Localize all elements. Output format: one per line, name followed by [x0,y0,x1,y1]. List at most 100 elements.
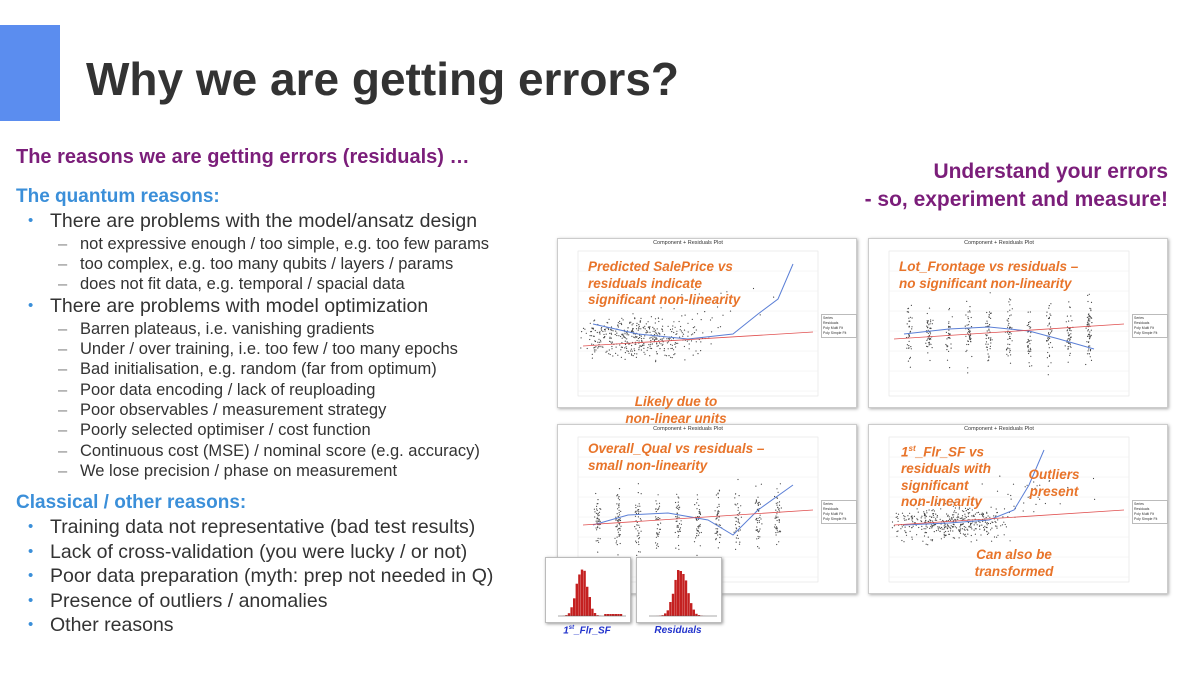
point [1007,516,1009,518]
point [947,530,949,532]
point [757,546,759,548]
point [638,551,640,553]
point [700,341,702,343]
point [1087,324,1089,326]
point [675,516,677,518]
point [755,500,758,502]
point [979,513,981,515]
point [964,507,967,509]
point [670,356,672,358]
point [737,518,739,520]
point [911,326,913,328]
accent-bar [0,25,60,121]
point [631,344,633,347]
point [663,348,665,350]
point [598,332,600,334]
point [930,321,932,323]
point [982,520,984,523]
point [619,514,621,516]
point [639,518,641,520]
point [1048,355,1051,357]
point [630,348,632,350]
point [1048,480,1051,482]
point [597,540,599,542]
point [933,510,935,512]
point [1028,362,1030,364]
point [986,511,988,513]
point [967,513,970,515]
point [635,336,637,338]
point [617,326,619,328]
sub-text: Continuous cost (MSE) / nominal score (e… [80,441,480,460]
point [640,530,642,532]
point [986,330,988,332]
point [1067,486,1069,489]
bullet: • [28,567,34,585]
histogram-bar [612,614,615,616]
plot-legend: Series Residuals Poly Multi Fit Poly Simple… [1132,500,1168,524]
point [652,336,654,338]
bullet-text: Presence of outliers / anomalies [50,589,328,612]
point [626,341,628,343]
point [615,519,617,521]
point [968,328,970,331]
point [635,542,638,544]
point [994,525,997,527]
point [623,336,625,338]
histogram-bar [666,610,669,616]
text-line: Likely due to [634,394,718,409]
point [676,330,678,332]
point [939,530,941,533]
point [909,366,911,368]
point [674,342,676,344]
bullet: • [28,518,34,536]
point [974,513,976,515]
sub-text: Poor observables / measurement strategy [80,401,387,420]
point [911,519,913,521]
point [698,527,700,529]
point [969,526,971,528]
point [924,517,926,519]
point [631,324,633,326]
point [1070,315,1072,317]
point [900,528,902,530]
point [612,330,614,332]
point [759,503,761,505]
point [709,319,712,321]
point [1049,337,1051,339]
point [619,519,622,522]
point [647,326,649,328]
point [988,355,990,357]
point [932,520,934,522]
point [640,345,642,347]
point [649,337,651,339]
dash: – [58,340,68,359]
point [1046,357,1048,359]
point [1031,488,1033,490]
point [1088,315,1091,317]
point [971,522,973,524]
point [599,538,601,540]
point [618,527,620,530]
point [904,516,906,518]
point [676,525,678,527]
point [1069,338,1071,340]
point [661,328,663,330]
heading-line: - so, experiment and measure! [864,188,1168,211]
point [988,316,990,318]
point [1088,333,1091,335]
legend-entry: Poly Multi Fit [1134,512,1155,516]
histogram-frame [636,557,722,623]
point [968,335,971,337]
point [931,527,933,529]
histogram-bar [570,607,573,616]
annotation: Predicted SalePrice vs residuals indicate… [588,259,740,309]
bullet-item: • Poor data preparation (myth: prep not n… [16,564,546,589]
point [1087,294,1089,296]
point [937,527,939,529]
point [1070,333,1072,335]
bullet-item: • There are problems with model optimizat… [16,294,546,319]
point [908,347,910,349]
point [608,318,610,320]
point [758,520,760,522]
